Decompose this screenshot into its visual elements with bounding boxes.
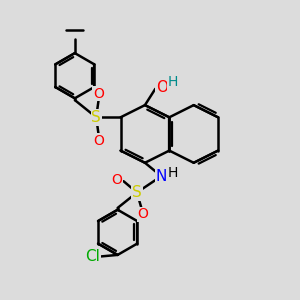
- Text: S: S: [91, 110, 101, 125]
- Text: S: S: [132, 185, 142, 200]
- Text: O: O: [112, 173, 122, 187]
- Text: O: O: [93, 134, 104, 148]
- Text: O: O: [156, 80, 168, 95]
- Text: O: O: [93, 86, 104, 100]
- Text: H: H: [167, 75, 178, 89]
- Text: N: N: [156, 169, 167, 184]
- Text: H: H: [167, 166, 178, 180]
- Text: O: O: [137, 208, 148, 221]
- Text: Cl: Cl: [85, 249, 100, 264]
